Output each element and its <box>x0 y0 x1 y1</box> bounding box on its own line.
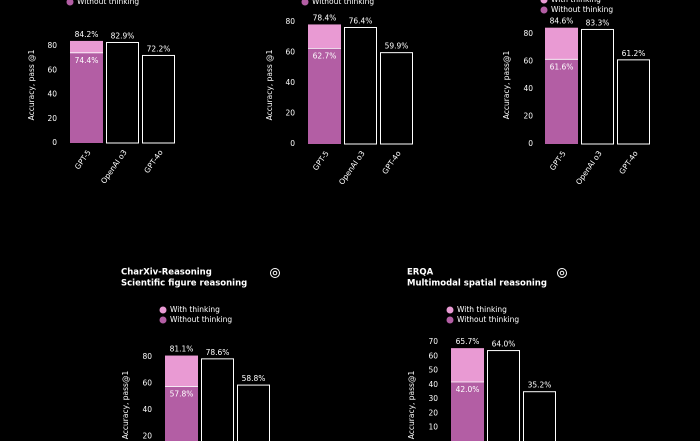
legend-label: Without thinking <box>312 0 374 6</box>
y-tick-label: 0 <box>52 138 57 147</box>
value-label: 57.8% <box>170 389 194 398</box>
value-label: 61.2% <box>622 49 646 58</box>
y-tick-label: 40 <box>142 405 152 414</box>
y-tick-label: 70 <box>428 337 438 346</box>
bar <box>581 28 614 145</box>
bar <box>201 358 234 441</box>
legend-swatch <box>159 306 167 314</box>
y-tick-label: 80 <box>142 352 152 361</box>
y-tick-label: 80 <box>47 41 57 50</box>
bar <box>380 52 413 145</box>
bar <box>237 384 270 441</box>
value-label: 78.4% <box>313 13 337 22</box>
y-tick-label: 20 <box>523 112 533 121</box>
legend-swatch <box>301 0 309 6</box>
y-tick-label: 80 <box>285 17 295 26</box>
value-label: 74.4% <box>75 56 99 65</box>
bar <box>308 48 341 144</box>
x-tick-label: GPT-5 <box>311 149 331 172</box>
value-label: 78.6% <box>206 348 230 357</box>
y-axis-label: Accuracy, pass @1 <box>27 49 36 120</box>
value-label: 58.8% <box>242 374 266 383</box>
bar <box>487 350 520 441</box>
value-label: 76.4% <box>349 16 373 25</box>
y-tick-label: 60 <box>285 48 295 57</box>
chart-title: ERQA <box>407 268 434 278</box>
x-tick-label: GPT-4o <box>380 149 403 176</box>
value-label: 42.0% <box>456 385 480 394</box>
x-tick-label: OpenAI o3 <box>337 149 367 186</box>
y-axis-label: Accuracy, pass@1 <box>121 371 130 440</box>
legend-label: With thinking <box>170 305 220 314</box>
value-label: 84.2% <box>75 30 99 39</box>
y-tick-label: 20 <box>428 408 438 417</box>
y-tick-label: 20 <box>47 114 57 123</box>
legend-swatch <box>540 0 548 4</box>
y-tick-label: 0 <box>528 139 533 148</box>
bar <box>106 41 139 144</box>
value-label: 62.7% <box>313 51 337 60</box>
openai-logo <box>557 268 567 278</box>
legend-swatch <box>446 316 454 324</box>
legend-label: With thinking <box>551 0 601 4</box>
x-tick-label: GPT-5 <box>548 149 568 172</box>
value-label: 72.2% <box>147 44 171 53</box>
legend-label: With thinking <box>457 305 507 314</box>
chart-title: CharXiv-Reasoning <box>121 268 212 278</box>
y-tick-label: 80 <box>523 29 533 38</box>
y-tick-label: 10 <box>428 423 438 432</box>
bar <box>70 52 103 143</box>
x-tick-label: OpenAI o3 <box>99 148 129 185</box>
chart-subtitle: Scientific figure reasoning <box>121 279 247 289</box>
legend-label: Without thinking <box>457 315 519 324</box>
y-tick-label: 60 <box>428 351 438 360</box>
bar <box>142 54 175 144</box>
bar <box>617 59 650 145</box>
y-axis-label: Accuracy, pass @1 <box>265 49 274 120</box>
y-tick-label: 0 <box>290 139 295 148</box>
y-tick-label: 40 <box>285 78 295 87</box>
bar <box>165 386 198 441</box>
legend-swatch <box>540 6 548 14</box>
value-label: 65.7% <box>456 337 480 346</box>
legend-label: Without thinking <box>551 5 613 14</box>
y-tick-label: 50 <box>428 366 438 375</box>
value-label: 82.9% <box>111 31 135 40</box>
y-axis-label: Accuracy, pass@1 <box>407 371 416 440</box>
y-tick-label: 20 <box>285 109 295 118</box>
legend-swatch <box>66 0 74 6</box>
y-tick-label: 60 <box>523 57 533 66</box>
value-label: 64.0% <box>492 340 516 349</box>
legend-swatch <box>446 306 454 314</box>
value-label: 61.6% <box>550 62 574 71</box>
legend-label: Without thinking <box>77 0 139 6</box>
value-label: 84.6% <box>550 17 574 26</box>
bar <box>523 391 556 441</box>
legend-swatch <box>159 316 167 324</box>
value-label: 35.2% <box>528 381 552 390</box>
openai-logo <box>270 268 280 278</box>
y-tick-label: 60 <box>47 65 57 74</box>
bar <box>451 382 484 441</box>
y-axis-label: Accuracy, pass@1 <box>502 51 511 120</box>
x-tick-label: GPT-4o <box>142 148 165 175</box>
bar <box>344 26 377 145</box>
value-label: 81.1% <box>170 345 194 354</box>
y-tick-label: 40 <box>523 84 533 93</box>
chart-subtitle: Multimodal spatial reasoning <box>407 279 547 289</box>
y-tick-label: 40 <box>47 90 57 99</box>
x-tick-label: GPT-5 <box>73 148 93 171</box>
y-tick-label: 40 <box>428 380 438 389</box>
bar <box>545 59 578 144</box>
y-tick-label: 60 <box>142 379 152 388</box>
x-tick-label: GPT-4o <box>617 149 640 176</box>
legend-label: Without thinking <box>170 315 232 324</box>
value-label: 83.3% <box>586 18 610 27</box>
y-tick-label: 30 <box>428 394 438 403</box>
y-tick-label: 20 <box>142 432 152 441</box>
x-tick-label: OpenAI o3 <box>574 149 604 186</box>
value-label: 59.9% <box>385 42 409 51</box>
